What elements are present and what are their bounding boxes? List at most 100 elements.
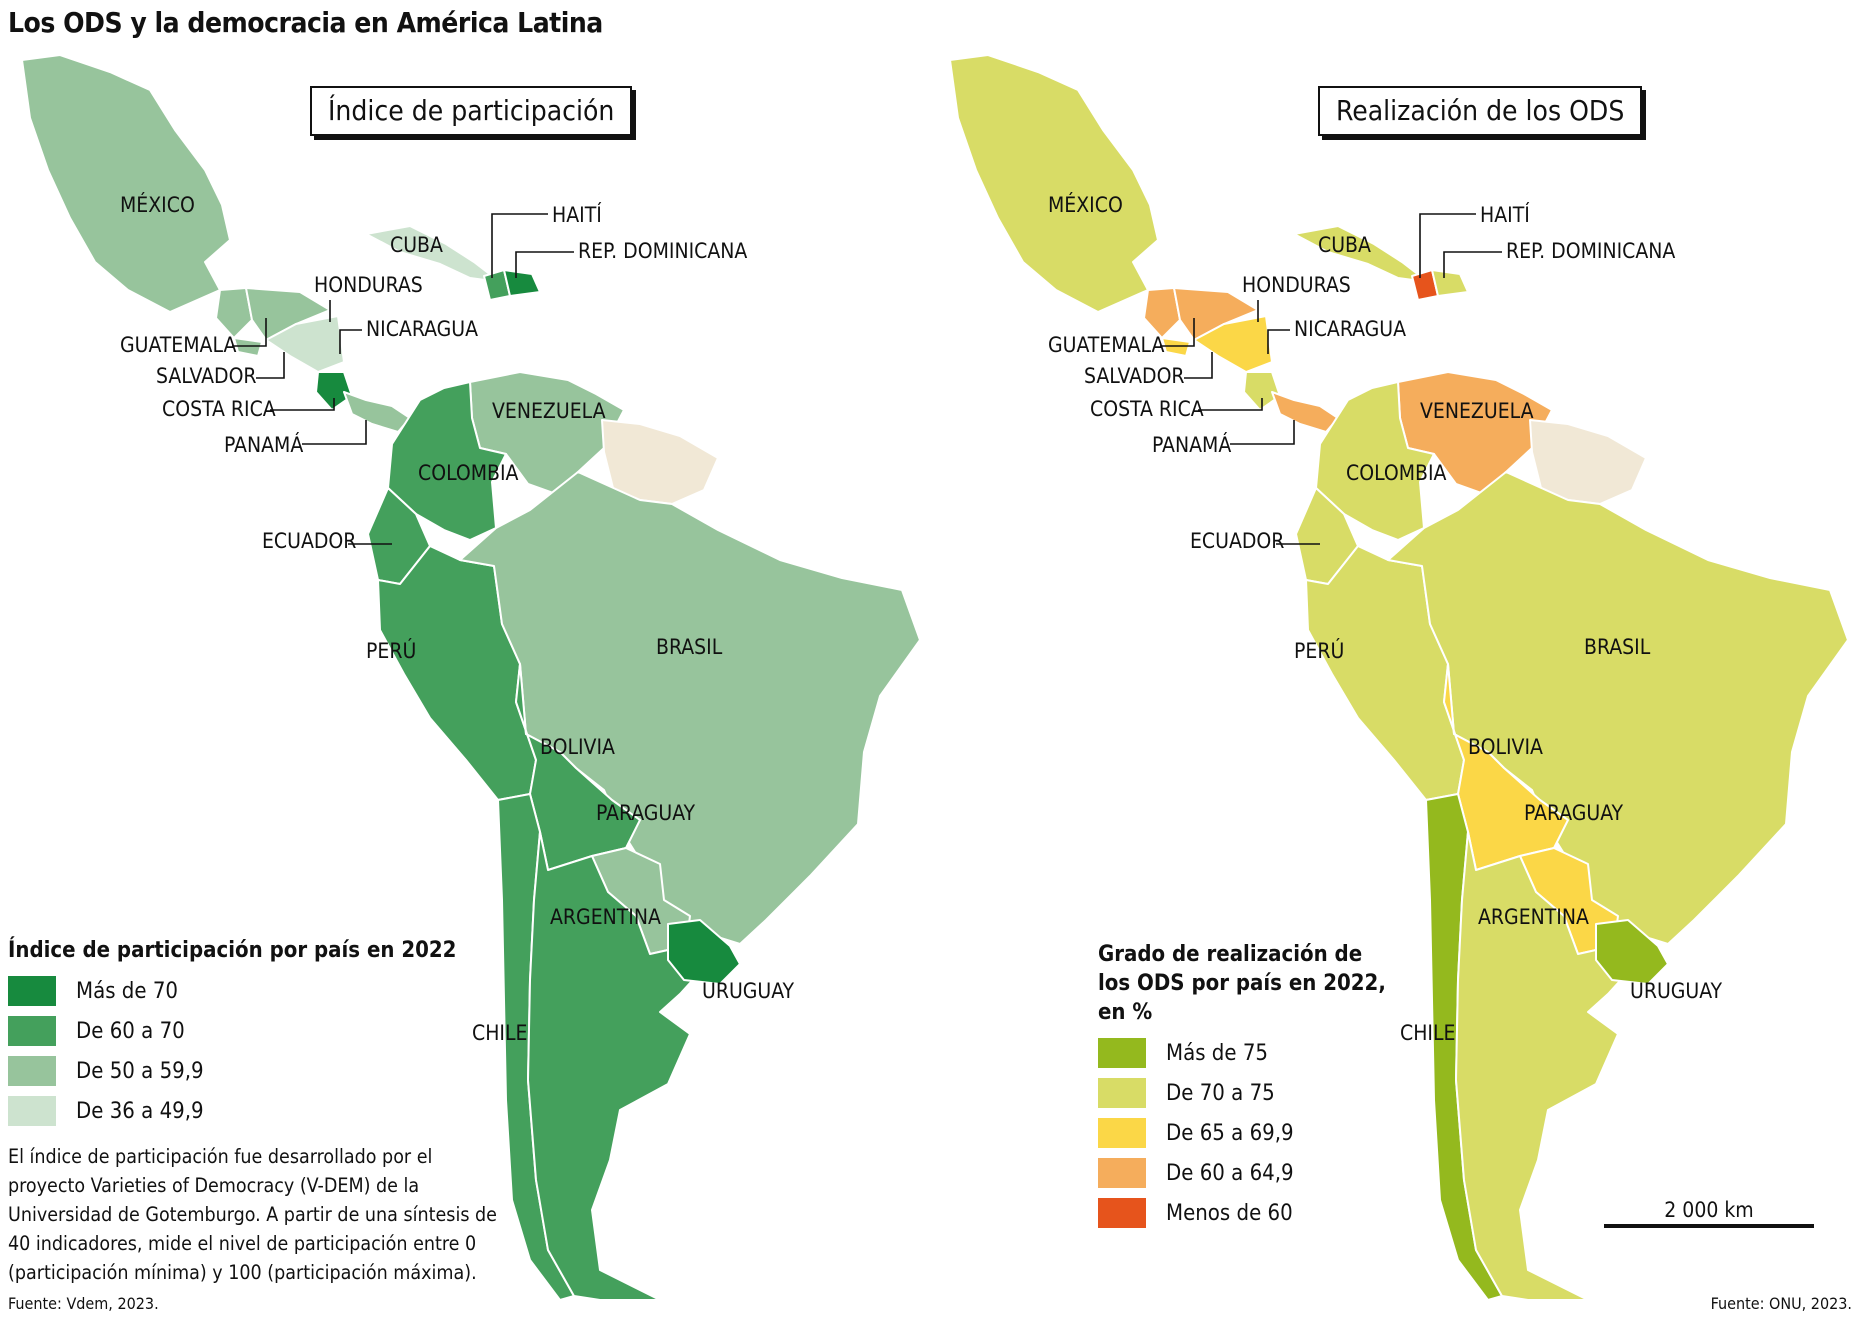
participation-legend-swatch [8,1096,56,1126]
ods-leader-line-nicaragua [1267,329,1290,354]
participation-label-guatemala: GUATEMALA [120,333,236,357]
ods-country-uruguay [1595,919,1669,985]
ods-legend-title-line-3: en % [1098,1000,1153,1025]
participation-label-cuba: CUBA [390,233,443,257]
participation-label-uruguay: URUGUAY [702,979,795,1003]
participation-country-argentina [527,831,701,1301]
ods-country-guyanas [1529,419,1647,505]
participation-country-mexico [21,54,231,313]
ods-label-venezuela: VENEZUELA [1420,399,1534,423]
ods-country-mexico [949,54,1159,313]
ods-label-nicaragua: NICARAGUA [1294,317,1406,341]
main-title: Los ODS y la democracia en América Latin… [8,6,603,39]
scale-bar: 2 000 km [1604,1198,1814,1228]
participation-label-mexico: MÉXICO [120,192,195,217]
ods-country-salvador [1161,337,1191,357]
participation-leader-line-guatemala [232,318,267,347]
participation-legend-item: De 60 a 70 [8,1011,456,1051]
participation-country-costa-rica [315,371,353,411]
ods-map-title: Realización de los ODS [1318,86,1643,136]
participation-label-costa-rica: COSTA RICA [162,397,276,421]
participation-label-venezuela: VENEZUELA [492,399,606,423]
participation-label-ecuador: ECUADOR [262,529,356,553]
participation-legend-swatch [8,976,56,1006]
participation-legend-label: Más de 70 [76,978,179,1004]
participation-legend-label: De 36 a 49,9 [76,1098,204,1124]
participation-label-peru: PERÚ [366,638,416,663]
scale-bar-label: 2 000 km [1664,1198,1754,1222]
ods-label-haiti: HAITÍ [1480,202,1530,227]
participation-label-bolivia: BOLIVIA [540,735,615,759]
participation-label-panama: PANAMÁ [224,432,303,457]
participation-leader-line-haiti [491,213,548,278]
ods-label-guatemala: GUATEMALA [1048,333,1164,357]
ods-legend-swatch [1098,1118,1146,1148]
ods-label-ecuador: ECUADOR [1190,529,1284,553]
ods-country-argentina [1455,831,1629,1301]
ods-legend-label: De 70 a 75 [1166,1080,1275,1106]
ods-legend-item: Menos de 60 [1098,1193,1386,1233]
participation-leader-line-panama [302,420,367,445]
ods-legend-item: De 60 a 64,9 [1098,1153,1386,1193]
ods-label-honduras: HONDURAS [1242,273,1351,297]
participation-country-guyanas [601,419,719,505]
ods-legend-title-line-2: los ODS por país en 2022, [1098,971,1386,996]
participation-label-brasil: BRASIL [656,635,723,659]
participation-source: Fuente: Vdem, 2023. [8,1294,159,1313]
participation-label-chile: CHILE [472,1021,527,1045]
participation-country-panama [343,391,411,433]
participation-label-colombia: COLOMBIA [418,461,519,485]
ods-label-uruguay: URUGUAY [1630,979,1723,1003]
participation-map-labels: MÉXICO CUBA HAITÍ REP. DOMINICANA HONDURAS NI… [120,192,795,1045]
ods-source: Fuente: ONU, 2023. [1710,1294,1852,1313]
participation-label-salvador: SALVADOR [156,364,257,388]
ods-label-bolivia: BOLIVIA [1468,735,1543,759]
ods-label-rep-dominicana: REP. DOMINICANA [1506,239,1675,263]
participation-legend-title: Índice de participación por país en 2022 [8,938,457,963]
ods-leader-line-haiti [1419,213,1476,278]
participation-label-paraguay: PARAGUAY [596,801,696,825]
ods-leader-line-guatemala [1160,318,1195,347]
ods-label-salvador: SALVADOR [1084,364,1185,388]
participation-label-argentina: ARGENTINA [550,905,661,929]
ods-label-paraguay: PARAGUAY [1524,801,1624,825]
scale-bar-line [1604,1224,1814,1228]
ods-label-cuba: CUBA [1318,233,1371,257]
ods-leader-line-costa-rica [1198,398,1263,411]
ods-label-peru: PERÚ [1294,638,1344,663]
ods-label-costa-rica: COSTA RICA [1090,397,1204,421]
ods-label-chile: CHILE [1400,1021,1455,1045]
participation-leader-line-rep-dominicana [515,251,574,278]
participation-leader-line-costa-rica [270,398,335,411]
ods-legend-label: Menos de 60 [1166,1200,1293,1226]
ods-label-argentina: ARGENTINA [1478,905,1589,929]
participation-country-guatemala [215,287,253,339]
ods-country-panama [1271,391,1339,433]
participation-leader-line-salvador [256,352,285,379]
participation-country-salvador [233,337,263,357]
participation-country-uruguay [667,919,741,985]
ods-leader-line-salvador [1184,352,1213,379]
ods-legend-title: Grado de realización de los ODS por país… [1098,940,1386,1027]
ods-legend-label: Más de 75 [1166,1040,1269,1066]
participation-legend-swatch [8,1056,56,1086]
ods-legend-title-line-1: Grado de realización de [1098,942,1363,967]
ods-legend-swatch [1098,1078,1146,1108]
ods-legend-swatch [1098,1158,1146,1188]
participation-leader-line-nicaragua [339,329,362,354]
methodology-note: El índice de participación fue desarroll… [8,1145,497,1284]
ods-legend-label: De 60 a 64,9 [1166,1160,1294,1186]
ods-legend-swatch [1098,1038,1146,1068]
participation-legend-item: Más de 70 [8,971,456,1011]
ods-label-mexico: MÉXICO [1048,192,1123,217]
participation-legend-label: De 60 a 70 [76,1018,185,1044]
ods-legend: Grado de realización de los ODS por país… [1098,940,1386,1233]
ods-legend-item: De 70 a 75 [1098,1073,1386,1113]
ods-label-panama: PANAMÁ [1152,432,1231,457]
participation-legend-label: De 50 a 59,9 [76,1058,204,1084]
participation-legend: Índice de participación por país en 2022… [8,936,456,1131]
ods-country-rep-dominicana [1431,269,1469,297]
participation-label-honduras: HONDURAS [314,273,423,297]
ods-label-brasil: BRASIL [1584,635,1651,659]
